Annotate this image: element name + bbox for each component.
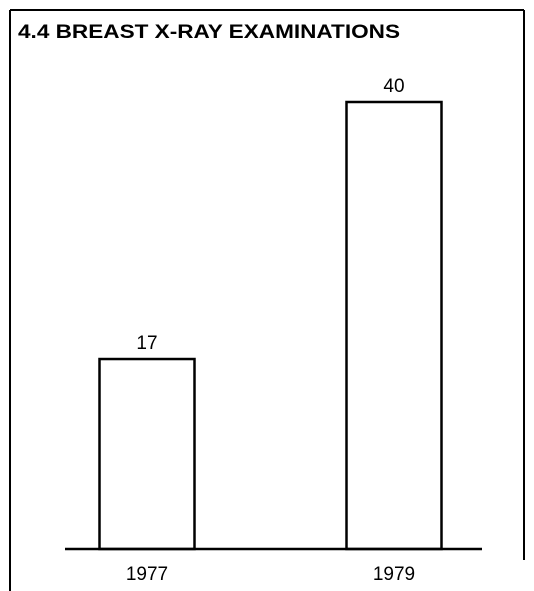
value-label: 17 (136, 333, 157, 354)
chart-title: 4.4 BREAST X-RAY EXAMINATIONS (18, 22, 400, 43)
x-tick-label: 1979 (373, 564, 415, 585)
value-label: 40 (383, 76, 404, 97)
bar (98, 357, 196, 551)
bar (345, 100, 443, 551)
x-tick-label: 1977 (126, 564, 168, 585)
